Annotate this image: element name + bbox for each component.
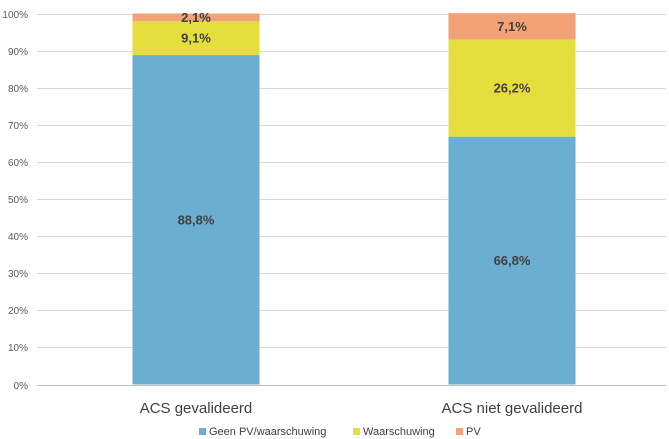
y-tick-label: 100%	[2, 10, 28, 21]
y-tick-label: 20%	[8, 306, 28, 317]
bars	[132, 13, 576, 385]
y-tick-label: 60%	[8, 158, 28, 169]
y-tick-label: 70%	[8, 121, 28, 132]
bar-segment	[132, 21, 260, 56]
y-tick-label: 90%	[8, 47, 28, 58]
data-label: 7,1%	[497, 19, 527, 34]
y-tick-label: 50%	[8, 195, 28, 206]
bar-segment	[448, 39, 576, 137]
bar-segment	[132, 13, 260, 22]
data-label: 2,1%	[181, 10, 211, 25]
x-axis-category-labels: ACS gevalideerd ACS niet gevalideerd	[140, 400, 583, 417]
legend-swatch	[353, 428, 360, 435]
bar-segment	[448, 13, 576, 40]
y-axis-tick-labels: 0% 10% 20% 30% 40% 50% 60% 70% 80% 90% 100%	[2, 10, 28, 392]
y-tick-label: 10%	[8, 343, 28, 354]
legend-label: Waarschuwing	[363, 426, 435, 438]
category-label: ACS niet gevalideerd	[442, 400, 583, 417]
data-label: 26,2%	[494, 81, 531, 96]
y-tick-label: 30%	[8, 269, 28, 280]
y-tick-label: 40%	[8, 232, 28, 243]
data-labels: 88,8% 9,1% 2,1% 66,8% 26,2% 7,1%	[178, 10, 531, 268]
bar-segment	[448, 136, 576, 385]
category-label: ACS gevalideerd	[140, 400, 253, 417]
legend-swatch	[456, 428, 463, 435]
legend-swatch	[199, 428, 206, 435]
legend-label: PV	[466, 426, 481, 438]
data-label: 88,8%	[178, 212, 215, 227]
bar-segment	[132, 55, 260, 385]
legend-label: Geen PV/waarschuwing	[209, 426, 326, 438]
legend: Geen PV/waarschuwing Waarschuwing PV	[199, 426, 481, 438]
data-label: 9,1%	[181, 31, 211, 46]
data-label: 66,8%	[494, 253, 531, 268]
y-tick-label: 0%	[14, 381, 29, 392]
y-tick-label: 80%	[8, 84, 28, 95]
